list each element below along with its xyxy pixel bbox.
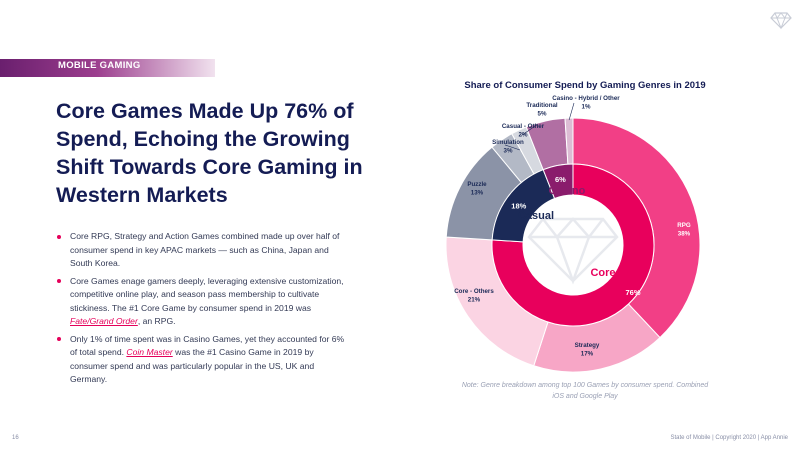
bullet-dot xyxy=(57,337,61,341)
outer-name-rpg: RPG xyxy=(677,222,691,229)
inner-value-casino: 6% xyxy=(555,175,566,184)
chart-note: Note: Genre breakdown among top 100 Game… xyxy=(461,382,709,400)
outer-name-core-others: Core - Others xyxy=(454,288,494,295)
outer-value-casual-other: 2% xyxy=(519,132,528,139)
inner-value-core: 76% xyxy=(625,288,640,297)
bullet-dot xyxy=(57,279,61,283)
coin-master-link[interactable]: Coin Master xyxy=(126,347,173,357)
diamond-watermark-icon xyxy=(527,217,619,285)
bullet-item: Core Games enage gamers deeply, leveragi… xyxy=(56,275,346,329)
fate-grand-order-link[interactable]: Fate/Grand Order xyxy=(70,316,138,326)
outer-name-strategy: Strategy xyxy=(575,342,600,349)
leader-line-casino-hybrid-other xyxy=(568,102,575,121)
section-label: MOBILE GAMING xyxy=(58,60,141,71)
chart-title: Share of Consumer Spend by Gaming Genres… xyxy=(464,80,706,91)
footer-text: State of Mobile | Copyright 2020 | App A… xyxy=(670,435,788,441)
bullet-text: was the #1 Casino Game in 2019 by consum… xyxy=(70,347,315,384)
bullet-item: Core RPG, Strategy and Action Games comb… xyxy=(56,230,346,271)
bullet-text: , an RPG. xyxy=(137,316,176,326)
page-title: Core Games Made Up 76% of Spend, Echoing… xyxy=(56,99,363,207)
outer-value-puzzle: 13% xyxy=(471,190,484,197)
bullet-list: Core RPG, Strategy and Action Games comb… xyxy=(56,230,346,391)
inner-category-core: Core xyxy=(590,267,615,279)
inner-category-casual: Casual xyxy=(518,210,554,222)
outer-name-casino-hybrid-other: Casino - Hybrid / Other xyxy=(552,95,620,102)
inner-slice-core xyxy=(491,163,655,327)
outer-name-casual-other: Casual - Other xyxy=(502,123,545,130)
outer-value-casino-hybrid-other: 1% xyxy=(582,104,591,111)
bullet-text: Core RPG, Strategy and Action Games comb… xyxy=(70,231,340,268)
app-annie-logo-icon xyxy=(770,12,792,30)
bullet-text: Core Games enage gamers deeply, leveragi… xyxy=(70,275,344,313)
page-number: 16 xyxy=(12,435,19,441)
outer-name-puzzle: Puzzle xyxy=(467,181,487,188)
bullet-text: Only 1% of time spent was in Casino Game… xyxy=(70,333,345,358)
bullet-item: Only 1% of time spent was in Casino Game… xyxy=(56,333,346,387)
outer-name-traditional: Traditional xyxy=(526,102,558,109)
inner-value-casual: 18% xyxy=(511,202,526,211)
outer-name-simulation: Simulation xyxy=(492,139,524,146)
outer-value-rpg: 38% xyxy=(678,231,691,238)
leader-line-casual-other xyxy=(521,123,539,136)
inner-slice-casino xyxy=(542,163,574,200)
outer-value-strategy: 17% xyxy=(581,351,594,358)
outer-value-traditional: 5% xyxy=(538,111,547,118)
section-banner: MOBILE GAMING xyxy=(0,59,215,77)
outer-value-simulation: 3% xyxy=(504,148,513,155)
bullet-dot xyxy=(57,234,61,239)
leader-line-simulation xyxy=(504,144,521,151)
inner-category-casino: Casino xyxy=(549,185,586,197)
outer-value-core-others: 21% xyxy=(468,297,481,304)
